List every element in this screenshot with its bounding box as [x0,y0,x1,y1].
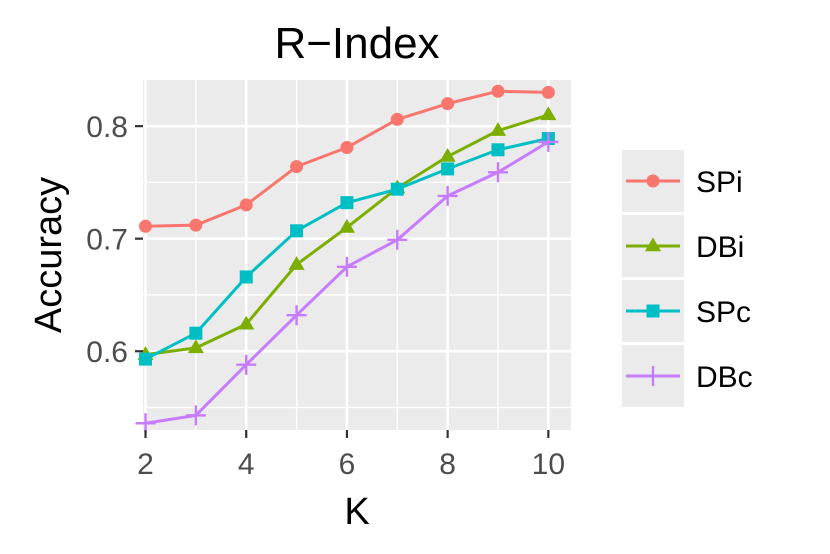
x-tick-label: 2 [137,448,154,481]
legend-item-dbi: DBi [622,215,744,277]
data-point-spi [139,219,153,233]
data-point-dbc [437,185,458,206]
series-dbc [135,131,559,434]
data-point-spi [290,160,304,174]
x-tick-label: 8 [439,448,456,481]
y-tick-label: 0.8 [86,111,128,144]
data-point-spi [239,198,253,212]
y-tick-label: 0.7 [86,224,128,257]
data-point-spc [290,224,304,238]
data-point-dbi [288,256,305,270]
legend: SPi DBi SPc DBc [622,150,753,407]
data-point-dbi [540,106,557,121]
legend-label-spi: SPi [696,166,743,199]
data-point-spi [541,85,555,99]
data-point-spc [390,182,404,196]
series-spc [139,132,555,366]
data-point-dbc [538,131,559,152]
data-point-dbi [489,122,507,136]
data-point-dbc [135,413,156,434]
y-axis-title: Accuracy [28,177,70,333]
data-point-spc [491,143,505,157]
x-tick-label: 4 [238,448,255,481]
legend-key-marker [644,237,662,252]
data-point-dbi [238,315,255,330]
data-point-spi [441,97,455,111]
x-tick-label: 10 [532,448,565,481]
legend-label-spc: SPc [696,296,751,329]
data-point-spc [189,326,203,340]
data-point-spc [239,270,253,284]
legend-item-spc: SPc [622,280,751,342]
y-tick-label: 0.6 [86,336,128,369]
chart-title: R−Index [274,19,439,68]
data-point-spc [139,352,153,366]
legend-label-dbc: DBc [696,361,753,394]
legend-item-dbc: DBc [622,345,753,407]
minor-gridlines [143,80,571,430]
data-point-dbi [187,339,204,354]
data-point-dbi [439,148,456,162]
data-point-dbc [286,305,307,326]
data-point-dbc [185,405,206,426]
data-point-spi [390,112,404,126]
legend-key-marker [646,174,660,188]
axes-layer: 2 4 6 8 10 0.6 0.7 0.8 [86,111,565,481]
legend-item-spi: SPi [622,150,743,212]
data-point-dbc [487,162,508,183]
legend-key-marker [646,304,660,318]
data-point-spc [441,162,455,176]
plot-panel [143,80,571,430]
legend-key-marker [643,366,663,386]
legend-label-dbi: DBi [696,231,744,264]
data-point-dbc [236,354,257,375]
data-point-spi [340,141,354,155]
series-spi [139,84,555,233]
data-point-dbi [338,218,356,233]
data-point-spi [491,84,505,98]
x-axis-title: K [344,491,369,533]
data-point-spc [340,196,354,210]
x-tick-label: 6 [339,448,356,481]
data-point-dbc [387,229,408,250]
data-point-spi [189,218,203,232]
series-layer [135,84,559,434]
data-point-dbc [336,256,357,277]
